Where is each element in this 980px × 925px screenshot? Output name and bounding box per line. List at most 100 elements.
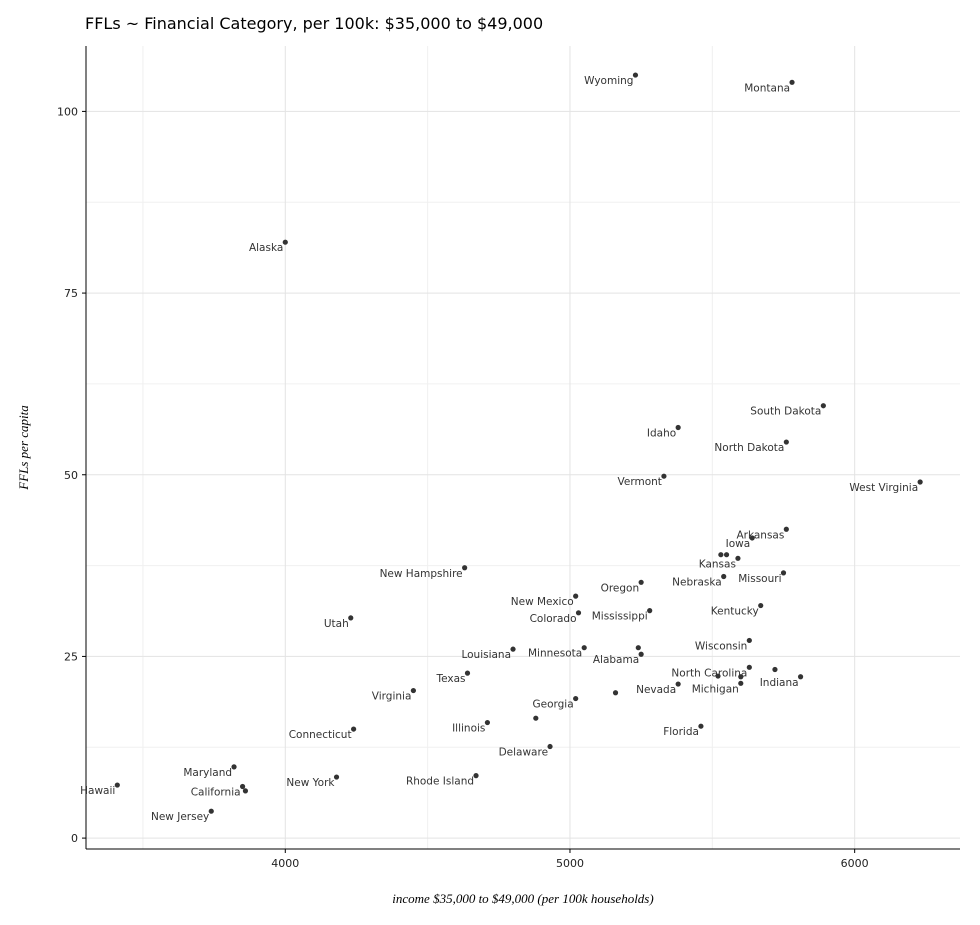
chart-title: FFLs ~ Financial Category, per 100k: $35… [85, 14, 544, 33]
data-point [239, 783, 246, 790]
data-point [348, 615, 354, 621]
data-label: Oregon [601, 582, 640, 594]
data-point [231, 764, 237, 770]
data-label: Georgia [532, 699, 573, 711]
data-point [715, 673, 721, 679]
data-point [547, 743, 553, 750]
y-axis-title: FFLs per capita [16, 405, 31, 491]
x-tick-label: 4000 [271, 857, 299, 870]
data-label: Kentucky [711, 606, 759, 618]
data-label: Iowa [726, 538, 751, 550]
data-label: Minnesota [528, 648, 582, 660]
data-point [462, 565, 468, 571]
data-label: Utah [324, 618, 349, 630]
data-label: North Dakota [714, 442, 784, 454]
data-point [647, 608, 653, 614]
data-label: North Carolina [671, 667, 747, 679]
data-point [533, 715, 539, 721]
data-label: Montana [744, 82, 790, 94]
data-point [484, 719, 491, 726]
data-label: Michigan [692, 683, 739, 695]
data-point [675, 681, 681, 687]
data-label: Kansas [699, 558, 736, 570]
data-label: Mississippi [592, 611, 648, 623]
data-point [783, 526, 789, 532]
data-point [632, 72, 639, 78]
data-label: New York [286, 777, 335, 789]
data-label: Florida [663, 726, 699, 738]
data-label: Arkansas [736, 529, 784, 541]
data-point [746, 664, 752, 670]
data-label: Missouri [738, 573, 781, 585]
data-point [581, 645, 587, 651]
data-label: California [191, 787, 241, 799]
data-point [749, 535, 755, 541]
data-point [208, 808, 214, 814]
data-label: Alaska [249, 242, 283, 254]
data-point [820, 403, 826, 409]
data-label: Alabama [593, 654, 639, 666]
y-tick-label: 0 [71, 832, 78, 845]
data-label: Delaware [499, 747, 548, 759]
y-tick-label: 100 [57, 105, 78, 118]
data-point [242, 788, 249, 794]
data-label: Idaho [647, 428, 676, 440]
data-point [797, 674, 804, 680]
data-point [758, 602, 764, 609]
data-point [510, 646, 516, 652]
data-point [635, 645, 641, 651]
data-label: New Hampshire [380, 568, 463, 580]
data-label: Rhode Island [406, 776, 474, 788]
data-label: Texas [435, 673, 465, 685]
data-point [718, 552, 724, 558]
data-label: Nevada [636, 684, 676, 696]
data-point [573, 695, 579, 702]
data-point [333, 774, 340, 780]
data-point [783, 439, 789, 445]
data-point [573, 593, 579, 599]
data-point [410, 687, 416, 694]
data-label: New Mexico [511, 596, 574, 608]
data-label: New Jersey [151, 811, 209, 823]
data-label: Connecticut [289, 729, 352, 741]
data-points: Wyoming Montana Alaska South Dakota Idaho Nor… [80, 72, 923, 823]
data-point [735, 555, 741, 561]
data-point [661, 473, 667, 479]
data-label: West Virginia [849, 482, 918, 494]
data-point [114, 782, 120, 788]
data-point [351, 726, 357, 732]
data-label: South Dakota [750, 406, 821, 418]
data-point [772, 666, 778, 673]
grid-lines [86, 46, 960, 849]
axes: 4000 5000 6000 0 25 50 75 100 [57, 46, 960, 870]
x-axis-title: income $35,000 to $49,000 (per 100k hous… [392, 891, 653, 906]
data-point [675, 424, 681, 431]
data-point [638, 651, 644, 657]
y-tick-label: 25 [64, 650, 78, 663]
data-point [575, 610, 582, 616]
data-point [917, 479, 923, 485]
data-label: Wisconsin [695, 640, 747, 652]
y-tick-label: 50 [64, 469, 78, 482]
x-tick-label: 5000 [556, 857, 584, 870]
data-point [780, 570, 787, 576]
data-label: Wyoming [584, 75, 633, 87]
data-label: Louisiana [461, 649, 511, 661]
data-point [638, 579, 644, 585]
data-label: Maryland [183, 767, 232, 779]
data-point [612, 690, 619, 696]
data-point [282, 239, 288, 245]
data-point [723, 552, 730, 558]
data-point [746, 637, 752, 644]
data-point [464, 670, 471, 676]
data-point [698, 723, 704, 729]
data-label: Virginia [372, 691, 412, 703]
data-label: Hawaii [80, 785, 115, 797]
data-point [473, 773, 479, 779]
data-point [738, 674, 744, 680]
data-point [738, 680, 744, 686]
data-label: Illinois [452, 723, 485, 735]
y-tick-label: 75 [64, 287, 78, 300]
data-label: Nebraska [672, 576, 722, 588]
